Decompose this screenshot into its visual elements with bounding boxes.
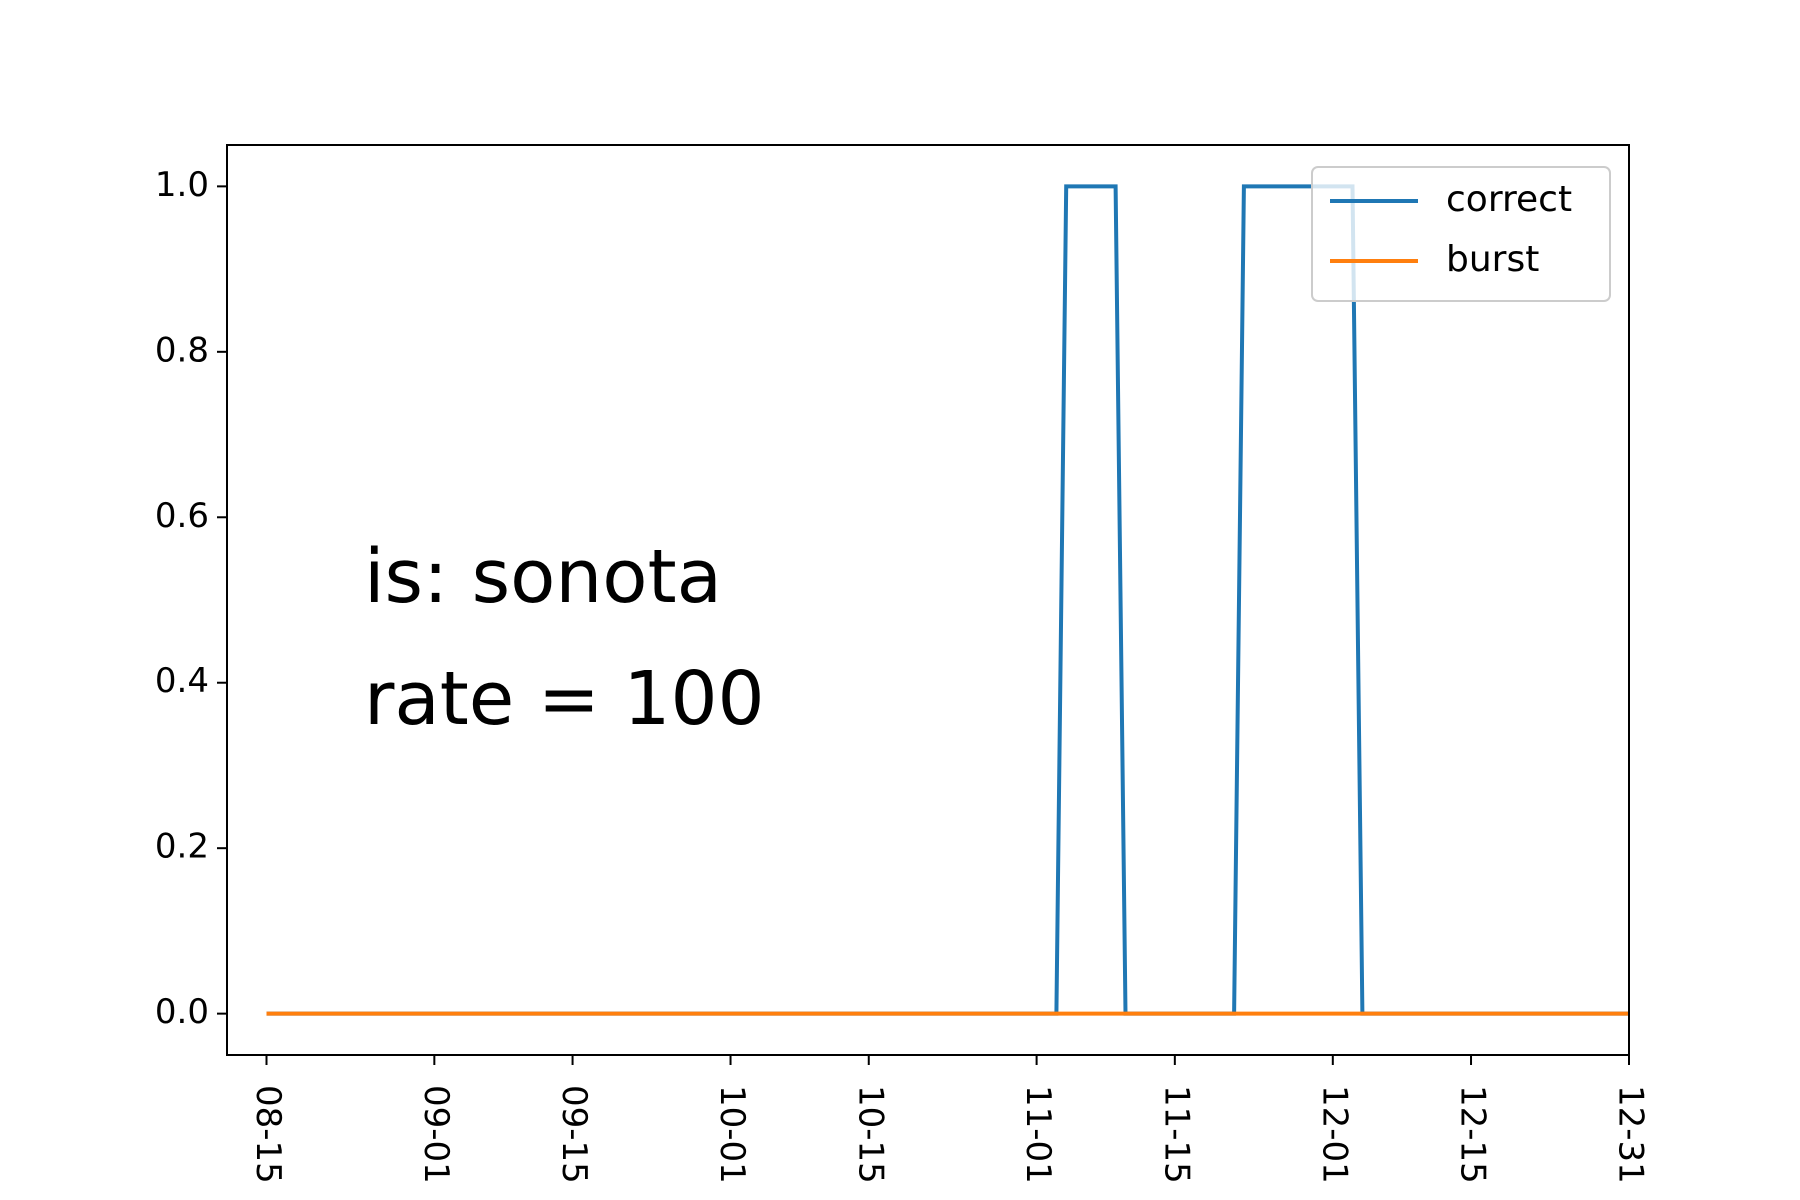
annotation: is: sonota rate = 100 bbox=[364, 534, 765, 742]
x-tick-label: 11-15 bbox=[1156, 1085, 1196, 1184]
x-tick-label: 12-01 bbox=[1314, 1085, 1354, 1184]
x-tick-label: 12-31 bbox=[1611, 1085, 1651, 1184]
x-tick-label: 12-15 bbox=[1453, 1085, 1493, 1184]
legend-label: burst bbox=[1446, 239, 1539, 280]
y-tick-label: 1.0 bbox=[155, 165, 209, 205]
y-tick-label: 0.4 bbox=[155, 661, 209, 701]
y-tick-label: 0.8 bbox=[155, 330, 209, 370]
x-tick-label: 09-15 bbox=[554, 1085, 594, 1184]
legend: correct burst bbox=[1311, 166, 1611, 302]
x-tick-label: 11-01 bbox=[1018, 1085, 1058, 1184]
plot-frame bbox=[226, 144, 1630, 1056]
y-tick-label: 0.6 bbox=[155, 496, 209, 536]
y-tick-label: 0.2 bbox=[155, 827, 209, 867]
x-axis: 08-15 09-01 09-15 10-01 10-15 11-01 11-15 12-01… bbox=[248, 1055, 1651, 1184]
y-tick-label: 0.0 bbox=[155, 992, 209, 1032]
x-tick-label: 10-01 bbox=[712, 1085, 752, 1184]
annotation-line: rate = 100 bbox=[364, 656, 765, 742]
x-tick-label: 09-01 bbox=[416, 1085, 456, 1184]
x-tick-label: 10-15 bbox=[850, 1085, 890, 1184]
y-axis: 0.0 0.2 0.4 0.6 0.8 1.0 bbox=[155, 165, 227, 1032]
x-tick-label: 08-15 bbox=[248, 1085, 288, 1184]
series-layer bbox=[266, 184, 1629, 1016]
annotation-line: is: sonota bbox=[364, 534, 722, 620]
legend-label: correct bbox=[1446, 179, 1572, 220]
